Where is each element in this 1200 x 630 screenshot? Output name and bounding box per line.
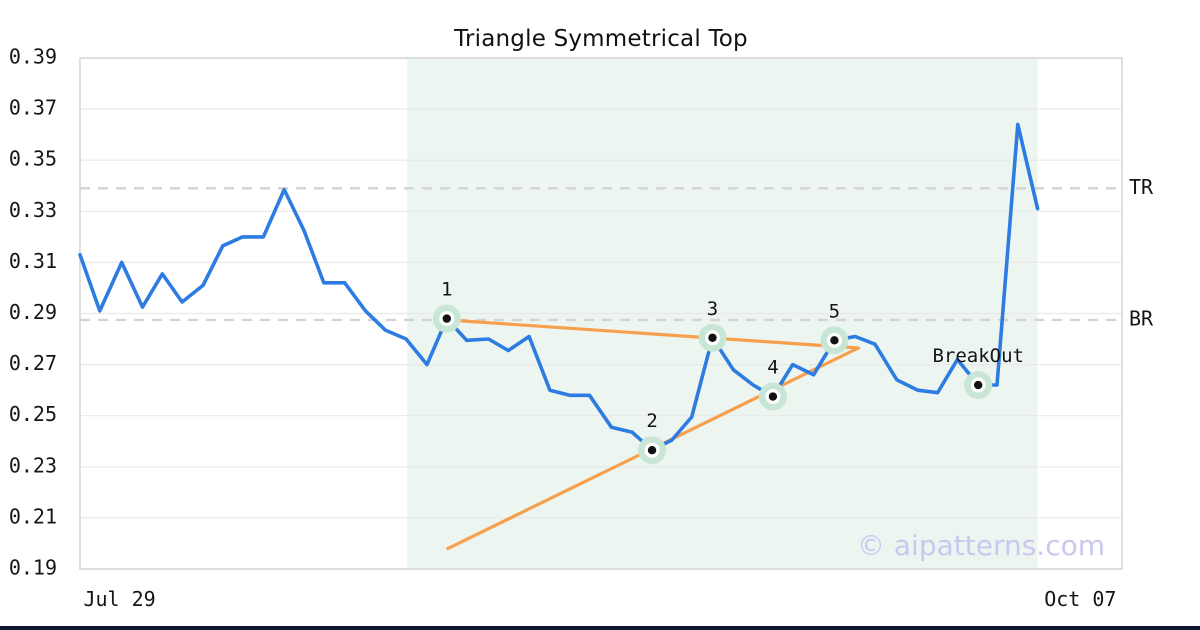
- plot-frame: [79, 57, 1123, 570]
- y-tick-label: 0.23: [9, 453, 57, 477]
- y-tick-label: 0.37: [9, 96, 57, 120]
- y-tick-label: 0.31: [9, 249, 57, 273]
- pattern-point-label: BreakOut: [932, 345, 1024, 367]
- y-tick-label: 0.33: [9, 198, 57, 222]
- pattern-point-dot: [768, 392, 778, 401]
- pattern-point-dot: [647, 445, 657, 455]
- pattern-point-label: 2: [646, 410, 657, 432]
- y-tick-label: 0.19: [9, 556, 57, 580]
- pattern-point-dot: [830, 336, 839, 345]
- chart-title: Triangle Symmetrical Top: [454, 26, 748, 52]
- bottom-accent-bar: [0, 626, 1200, 630]
- y-tick-label: 0.27: [9, 351, 57, 375]
- x-tick-label: Oct 07: [1044, 587, 1116, 611]
- pattern-point-label: 4: [767, 357, 778, 379]
- y-tick-label: 0.25: [9, 402, 57, 426]
- y-tick-label: 0.39: [9, 45, 57, 69]
- tr-label: TR: [1129, 175, 1154, 199]
- watermark: © aipatterns.com: [856, 529, 1105, 562]
- trendline-upper: [445, 318, 860, 350]
- y-tick-label: 0.29: [9, 300, 57, 324]
- pattern-point-dot: [442, 314, 451, 323]
- x-tick-label: Jul 29: [83, 587, 155, 611]
- y-tick-label: 0.21: [9, 504, 57, 528]
- pattern-point-dot: [974, 380, 983, 390]
- price-line: [78, 122, 1040, 453]
- pattern-point-label: 5: [829, 300, 840, 322]
- pattern-point-dot: [708, 333, 717, 342]
- y-tick-label: 0.35: [9, 147, 57, 171]
- pattern-point-label: 3: [707, 298, 718, 320]
- pattern-point-label: 1: [441, 279, 452, 301]
- br-label: BR: [1129, 306, 1154, 330]
